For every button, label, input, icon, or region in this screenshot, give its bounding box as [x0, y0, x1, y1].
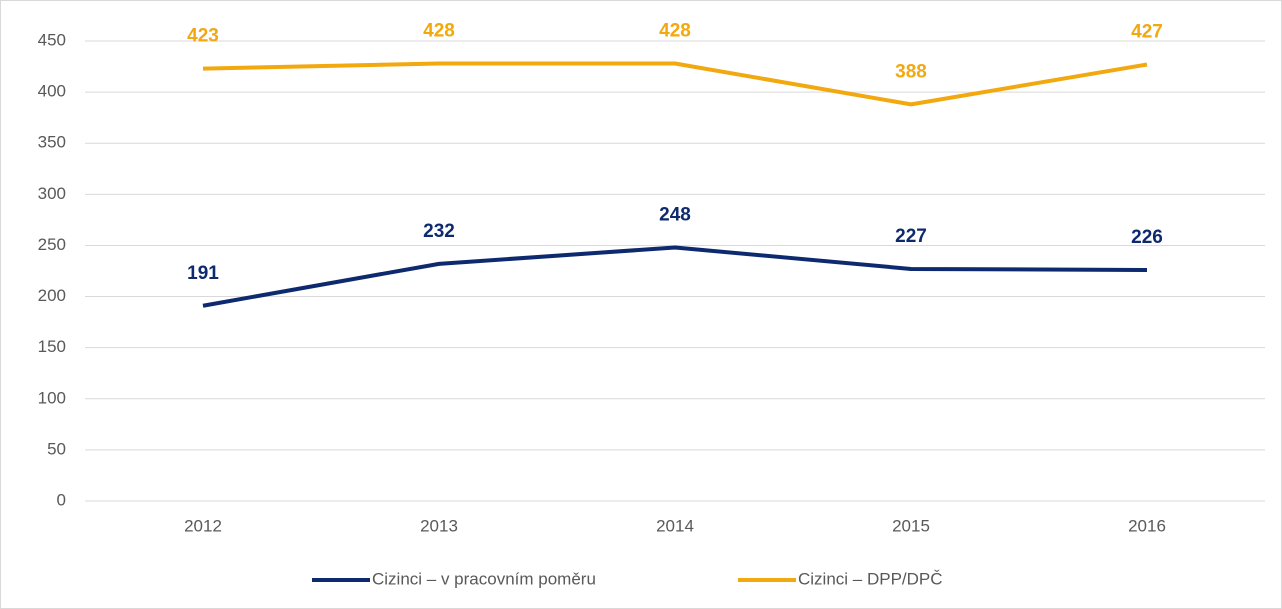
data-label: 226	[1131, 227, 1163, 248]
legend-label: Cizinci – v pracovním poměru	[372, 569, 596, 588]
x-tick-label: 2014	[656, 516, 694, 535]
y-tick-label: 250	[38, 235, 66, 254]
y-tick-label: 200	[38, 286, 66, 305]
data-label: 428	[659, 21, 691, 42]
y-tick-label: 400	[38, 82, 66, 101]
y-tick-label: 100	[38, 388, 66, 407]
series-line	[202, 61, 1148, 107]
x-tick-label: 2015	[892, 516, 930, 535]
data-label: 232	[423, 221, 455, 242]
data-label: 227	[895, 226, 927, 247]
y-tick-label: 300	[38, 184, 66, 203]
y-tick-label: 350	[38, 133, 66, 152]
x-tick-label: 2016	[1128, 516, 1166, 535]
data-label: 248	[659, 205, 691, 226]
data-label: 191	[187, 263, 219, 284]
x-tick-label: 2012	[184, 516, 222, 535]
series-line	[202, 245, 1148, 308]
data-label: 388	[895, 61, 927, 82]
x-tick-label: 2013	[420, 516, 458, 535]
y-tick-label: 50	[47, 439, 66, 458]
y-tick-label: 0	[57, 490, 66, 509]
y-tick-label: 450	[38, 30, 66, 49]
data-label: 423	[187, 26, 219, 47]
legend-label: Cizinci – DPP/DPČ	[798, 569, 943, 588]
data-label: 428	[423, 21, 455, 42]
y-tick-label: 150	[38, 337, 66, 356]
data-label: 427	[1131, 22, 1163, 43]
